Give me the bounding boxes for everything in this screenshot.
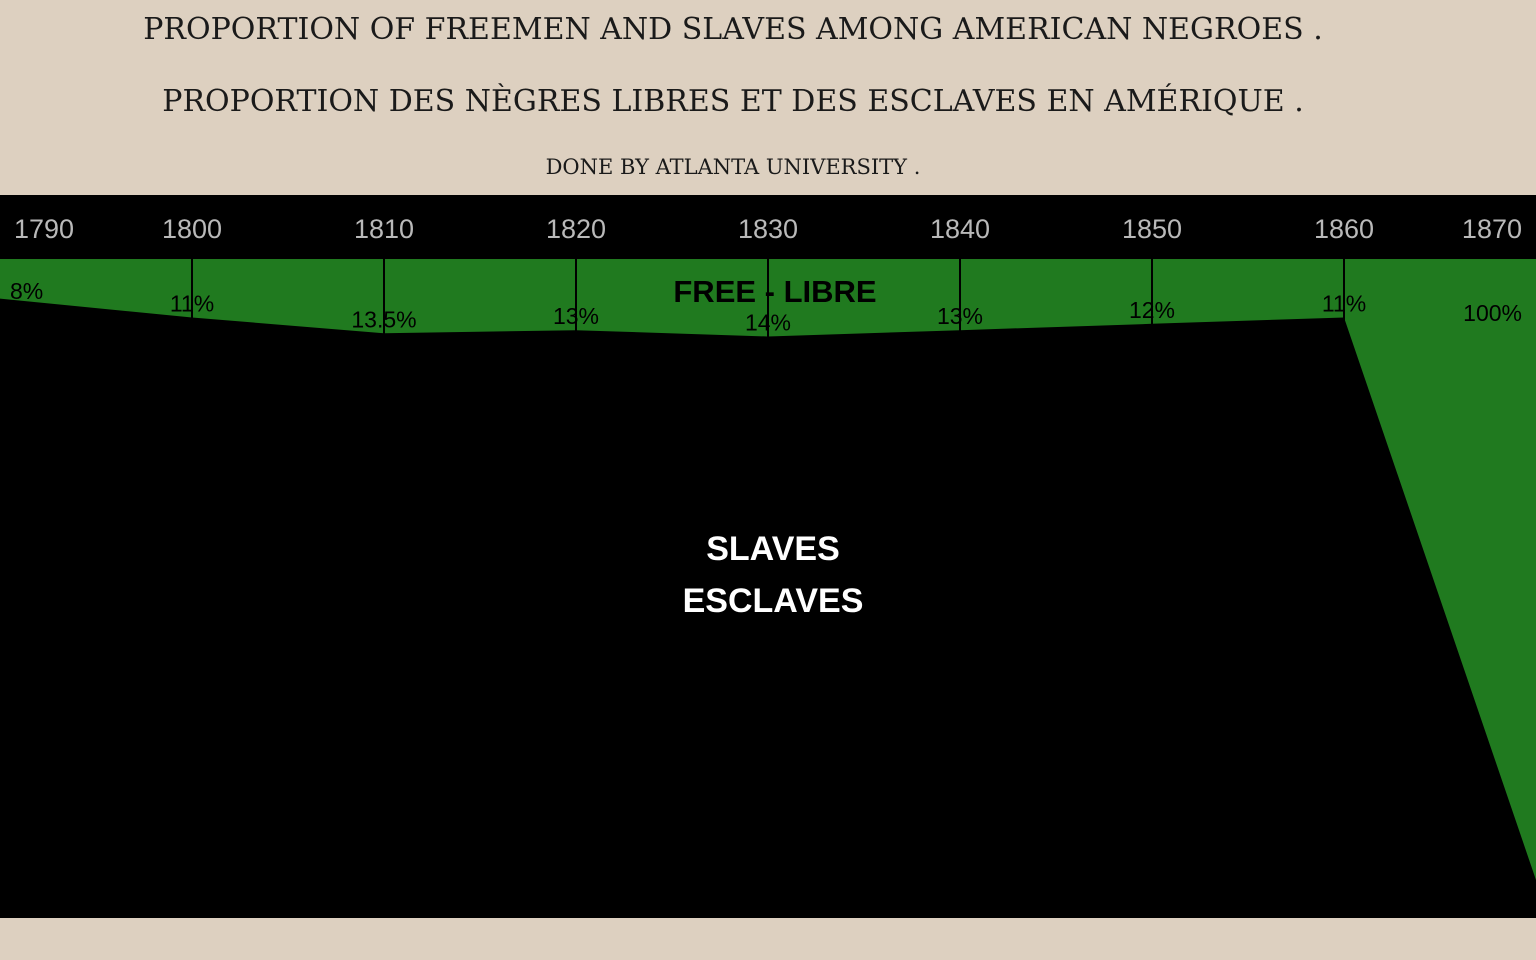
- year-divider-lines: [191, 259, 1345, 918]
- year-labels: 1790 1800 1810 1820 1830 1840 1850 1860 1870: [14, 214, 1522, 244]
- year-label-1870: 1870: [1462, 214, 1522, 244]
- percent-label-1790: 8%: [10, 278, 43, 304]
- slaves-series-label-en: SLAVES: [706, 530, 840, 568]
- percent-labels: 8% 11% 13.5% 13% 14% 13% 12% 11% 100%: [10, 278, 1522, 335]
- percent-label-1820: 13%: [553, 303, 599, 329]
- year-label-1850: 1850: [1122, 214, 1182, 244]
- year-band: [0, 195, 1536, 259]
- percent-label-1850: 12%: [1129, 297, 1175, 323]
- year-label-1840: 1840: [930, 214, 990, 244]
- percent-label-1840: 13%: [937, 303, 983, 329]
- year-label-1830: 1830: [738, 214, 798, 244]
- year-label-1810: 1810: [354, 214, 414, 244]
- percent-label-1800: 11%: [170, 291, 214, 317]
- percent-label-1810: 13.5%: [351, 306, 416, 332]
- chart-subtitle: DONE BY ATLANTA UNIVERSITY .: [545, 155, 921, 179]
- percent-label-1870: 100%: [1463, 300, 1522, 326]
- year-label-1790: 1790: [14, 214, 74, 244]
- slaves-series-label-fr: ESCLAVES: [683, 582, 864, 620]
- percent-label-1860: 11%: [1322, 291, 1366, 317]
- year-label-1820: 1820: [546, 214, 606, 244]
- free-series-label: FREE - LIBRE: [673, 274, 876, 309]
- year-label-1860: 1860: [1314, 214, 1374, 244]
- percent-label-1830: 14%: [745, 309, 791, 335]
- year-label-1800: 1800: [162, 214, 222, 244]
- chart-title-english: PROPORTION OF FREEMEN AND SLAVES AMONG A…: [143, 12, 1323, 47]
- chart-title-french: PROPORTION DES NÈGRES LIBRES ET DES ESCL…: [162, 84, 1304, 119]
